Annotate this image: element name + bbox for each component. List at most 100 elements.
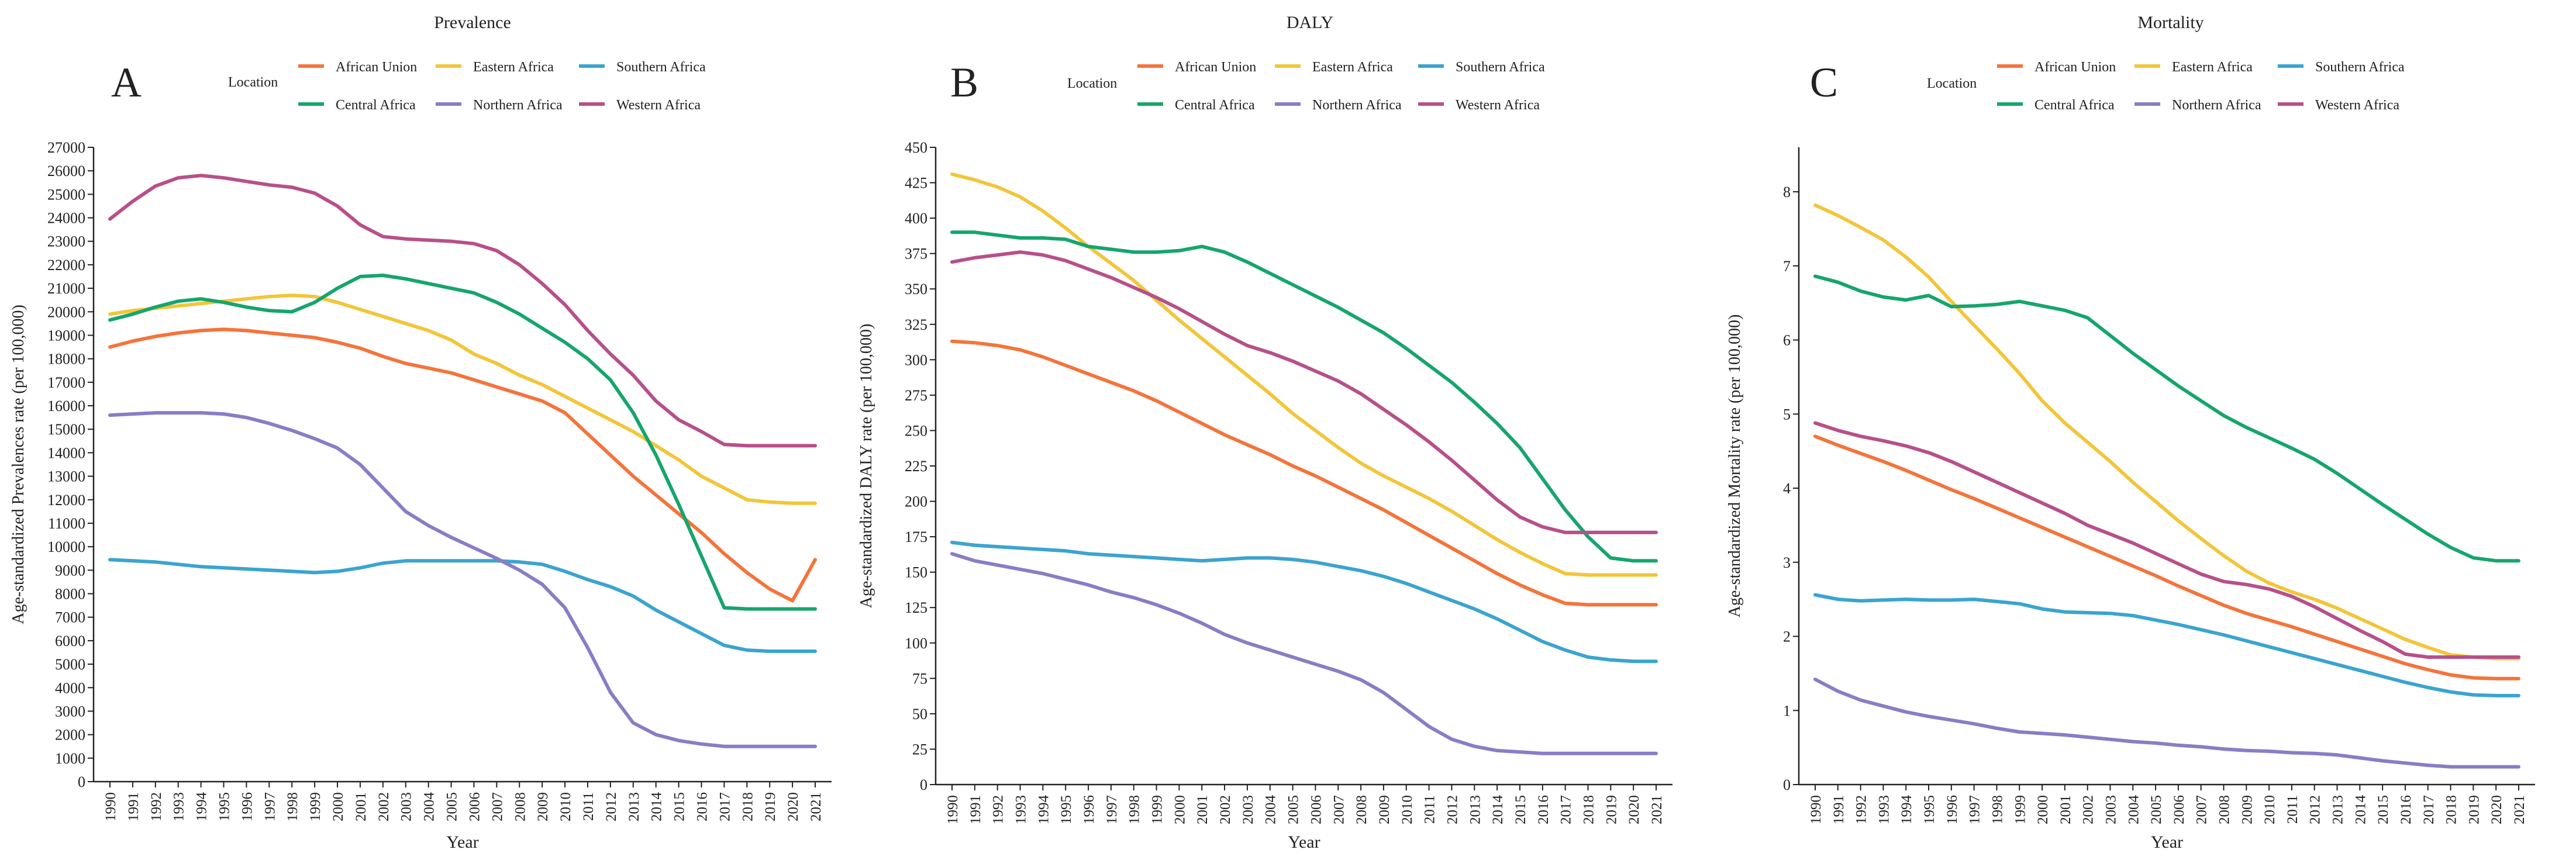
series-line-western-africa — [1813, 421, 2520, 659]
y-tick-label: 3000 — [55, 703, 85, 720]
y-tick-label: 50 — [912, 706, 927, 723]
x-tick-label: 2004 — [422, 792, 437, 822]
x-tick-label: 1996 — [1944, 795, 1960, 824]
legend-item: Eastern Africa — [436, 60, 554, 75]
x-tick-label: 1997 — [262, 792, 278, 821]
y-tick-label: 12000 — [47, 492, 85, 509]
y-tick-label: 175 — [905, 529, 927, 545]
y-tick-label: 1000 — [55, 750, 85, 767]
x-tick-label: 2001 — [353, 792, 369, 821]
x-tick-label: 2009 — [535, 792, 551, 821]
x-tick-label: 2011 — [581, 792, 596, 821]
x-tick-label: 1998 — [285, 792, 301, 821]
y-tick-label: 6000 — [55, 633, 85, 650]
x-tick-label: 1995 — [1058, 795, 1074, 824]
x-axis-label: Year — [1288, 833, 1320, 852]
x-tick-label: 2021 — [2512, 795, 2527, 824]
legend-label: Northern Africa — [1312, 98, 1402, 113]
legend: Location African Union Eastern Africa South… — [1067, 60, 1545, 113]
x-tick-label: 1991 — [1831, 795, 1847, 824]
legend-label: Eastern Africa — [473, 60, 554, 75]
x-tick-label: 1998 — [1127, 795, 1143, 824]
x-tick-label: 2019 — [763, 792, 778, 821]
y-tick-label: 19000 — [47, 327, 85, 344]
y-tick-label: 22000 — [47, 257, 85, 274]
x-tick-label: 2004 — [1263, 795, 1279, 825]
y-tick-label: 6 — [1783, 332, 1791, 349]
legend-label: Southern Africa — [1456, 60, 1545, 75]
y-tick-label: 20000 — [47, 303, 85, 320]
x-tick-label: 1993 — [1013, 795, 1029, 824]
x-tick-label: 1990 — [945, 795, 961, 824]
x-tick-label: 2000 — [2035, 795, 2051, 824]
y-tick-label: 75 — [912, 670, 927, 687]
series-line-southern-africa — [108, 558, 817, 653]
x-tick-label: 1999 — [2012, 795, 2028, 824]
x-tick-label: 2002 — [376, 792, 392, 821]
y-tick-label: 13000 — [47, 468, 85, 485]
x-tick-label: 2004 — [2126, 795, 2142, 825]
x-tick-label: 1992 — [991, 795, 1006, 824]
legend-item: Eastern Africa — [1275, 60, 1393, 75]
y-tick-label: 7 — [1783, 258, 1791, 275]
series-line-eastern-africa — [1813, 203, 2520, 661]
y-tick-label: 425 — [905, 175, 927, 192]
x-tick-label: 2015 — [672, 792, 688, 821]
series-line-central-africa — [950, 230, 1658, 563]
legend-item: Western Africa — [1418, 98, 1540, 113]
x-tick-label: 2002 — [1218, 795, 1233, 824]
legend-item: Southern Africa — [579, 60, 706, 75]
panel-letter: A — [111, 59, 142, 106]
legend-label: Northern Africa — [473, 98, 563, 113]
y-tick-label: 0 — [78, 773, 85, 790]
series-line-northern-africa — [950, 552, 1658, 755]
x-tick-label: 2017 — [1558, 795, 1574, 824]
y-tick-label: 450 — [905, 139, 927, 156]
x-tick-label: 2009 — [1377, 795, 1392, 824]
x-tick-label: 2001 — [2058, 795, 2074, 824]
x-tick-label: 1997 — [1967, 795, 1983, 824]
y-tick-label: 15000 — [47, 421, 85, 438]
chart-title: DALY — [1287, 13, 1333, 32]
x-tick-label: 2002 — [2081, 795, 2096, 824]
series-line-southern-africa — [950, 540, 1658, 664]
x-axis-label: Year — [2151, 833, 2183, 852]
legend-item: Northern Africa — [1275, 98, 1402, 113]
y-tick-label: 25000 — [47, 186, 85, 203]
legend-label: Northern Africa — [2172, 98, 2261, 113]
y-axis-label: Age-standardized DALY rate (per 100,000) — [857, 324, 875, 609]
panel-letter: C — [1810, 59, 1838, 106]
x-tick-label: 1991 — [126, 792, 142, 821]
x-tick-label: 1996 — [239, 792, 255, 821]
y-tick-label: 2 — [1783, 628, 1791, 645]
x-tick-label: 2015 — [1513, 795, 1529, 824]
legend-label: African Union — [1175, 60, 1256, 75]
series-line-western-africa — [950, 250, 1658, 534]
x-tick-label: 2006 — [467, 792, 482, 821]
legend-label: African Union — [2034, 60, 2116, 75]
y-tick-label: 125 — [905, 599, 927, 616]
x-tick-label: 2012 — [2308, 795, 2323, 824]
legend-label: Western Africa — [616, 98, 701, 113]
x-tick-label: 2006 — [2171, 795, 2187, 824]
chart-title: Mortality — [2137, 13, 2203, 32]
y-tick-label: 2000 — [55, 727, 85, 744]
x-tick-label: 2012 — [1444, 795, 1460, 824]
chart-panel-b: DALY B Location African Union Eastern Africa… — [857, 13, 1672, 852]
x-tick-label: 2003 — [1240, 795, 1256, 824]
x-tick-label: 2012 — [604, 792, 619, 821]
x-tick-label: 1995 — [217, 792, 233, 821]
x-tick-label: 1995 — [1922, 795, 1937, 824]
x-tick-label: 1991 — [968, 795, 984, 824]
x-tick-label: 2007 — [489, 792, 505, 821]
y-tick-label: 8 — [1783, 184, 1791, 201]
legend-label: Central Africa — [336, 98, 416, 113]
series-line-african-union — [950, 339, 1658, 607]
x-tick-label: 2003 — [399, 792, 415, 821]
x-tick-label: 2015 — [2375, 795, 2391, 824]
y-tick-label: 7000 — [55, 609, 85, 626]
x-tick-label: 1990 — [103, 792, 119, 821]
legend-title: Location — [1927, 76, 1977, 91]
x-tick-label: 2018 — [1581, 795, 1596, 824]
y-tick-label: 350 — [905, 281, 927, 298]
